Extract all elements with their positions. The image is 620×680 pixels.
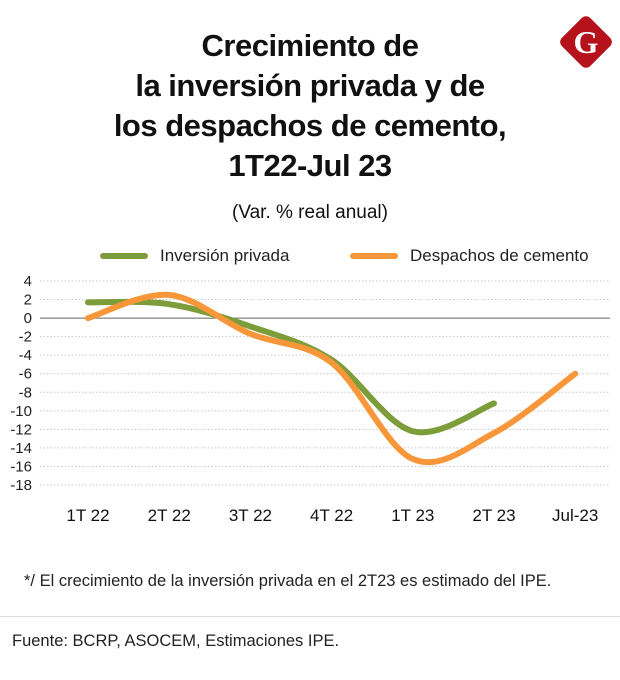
title-line: 1T22-Jul 23: [228, 148, 392, 183]
x-tick-label: Jul-23: [552, 506, 598, 525]
legend-label: Inversión privada: [160, 246, 290, 265]
y-tick-label: -6: [19, 366, 32, 383]
plot-area: 4 20 -2-4 -6-8 -10-12 -14-16 -18 1T 22 2T 22 3T 2…: [10, 273, 610, 525]
legend-label: Despachos de cemento: [410, 246, 589, 265]
title-line: la inversión privada y de: [135, 68, 485, 103]
y-tick-label: -2: [19, 329, 32, 346]
series-line: [85, 291, 579, 466]
y-tick-label: -18: [10, 477, 32, 494]
y-tick-label: -14: [10, 440, 32, 457]
x-tick-label: 4T 22: [310, 506, 353, 525]
series-line: [85, 298, 497, 436]
legend-item-cemento: Despachos de cemento: [350, 246, 589, 266]
y-tick-label: 2: [24, 292, 32, 309]
legend-item-inversion: Inversión privada: [100, 246, 289, 266]
legend-swatch: [100, 253, 148, 259]
legend-swatch: [350, 253, 398, 259]
y-tick-label: -4: [19, 347, 32, 364]
y-tick-label: -16: [10, 458, 32, 475]
title-line: Crecimiento de: [201, 28, 419, 63]
logo-letter: G: [574, 24, 599, 60]
x-tick-label: 1T 23: [391, 506, 434, 525]
chart-subtitle: (Var. % real anual): [232, 202, 388, 223]
x-tick-label: 2T 23: [472, 506, 515, 525]
logo-diamond: [560, 16, 612, 68]
x-tick-label: 1T 22: [66, 506, 109, 525]
title-line: los despachos de cemento,: [113, 108, 507, 143]
logo: G: [560, 16, 612, 68]
y-tick-label: -10: [10, 403, 32, 420]
source-text: Fuente: BCRP, ASOCEM, Estimaciones IPE.: [12, 632, 340, 650]
y-tick-label: 4: [24, 273, 32, 290]
x-tick-label: 3T 22: [229, 506, 272, 525]
y-tick-label: -12: [10, 421, 32, 438]
x-tick-label: 2T 22: [148, 506, 191, 525]
divider: [0, 616, 620, 617]
footnote: */ El crecimiento de la inversión privad…: [24, 572, 552, 590]
y-tick-label: 0: [24, 310, 32, 327]
chart-title: Crecimiento de la inversión privada y de…: [60, 26, 560, 186]
y-tick-label: -8: [19, 384, 32, 401]
